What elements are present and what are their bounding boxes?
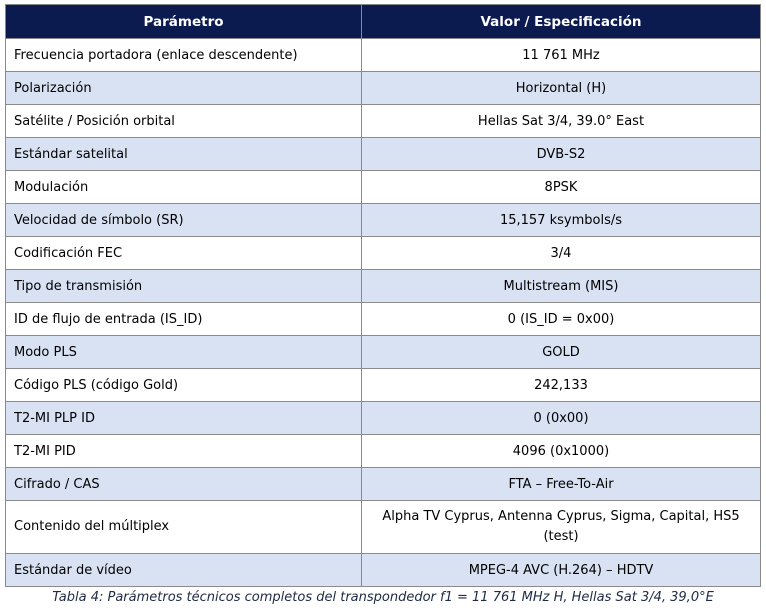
- table-row: Cifrado / CAS FTA – Free-To-Air: [5, 467, 761, 501]
- value-cell: Alpha TV Cyprus, Antenna Cyprus, Sigma, …: [361, 500, 761, 554]
- table-row: Codificación FEC 3/4: [5, 236, 761, 270]
- table-row: Código PLS (código Gold) 242,133: [5, 368, 761, 402]
- parameter-cell: Frecuencia portadora (enlace descendente…: [5, 38, 362, 72]
- value-cell: FTA – Free-To-Air: [361, 467, 761, 501]
- table-row: Frecuencia portadora (enlace descendente…: [5, 38, 761, 72]
- table-row: ID de flujo de entrada (IS_ID) 0 (IS_ID =…: [5, 302, 761, 336]
- value-cell: Multistream (MIS): [361, 269, 761, 303]
- parameter-cell: Contenido del múltiplex: [5, 500, 362, 554]
- value-cell: 242,133: [361, 368, 761, 402]
- table-row: Tipo de transmisión Multistream (MIS): [5, 269, 761, 303]
- parameter-cell: Cifrado / CAS: [5, 467, 362, 501]
- value-cell: DVB-S2: [361, 137, 761, 171]
- table-row: Velocidad de símbolo (SR) 15,157 ksymbols…: [5, 203, 761, 237]
- table-header-row: Parámetro Valor / Especificación: [5, 4, 761, 39]
- table-row: Estándar satelital DVB-S2: [5, 137, 761, 171]
- value-cell: 3/4: [361, 236, 761, 270]
- parameter-cell: Modulación: [5, 170, 362, 204]
- table-caption: Tabla 4: Parámetros técnicos completos d…: [52, 590, 714, 605]
- header-parameter: Parámetro: [5, 4, 362, 39]
- table-row: Polarización Horizontal (H): [5, 71, 761, 105]
- parameter-cell: Tipo de transmisión: [5, 269, 362, 303]
- parameter-cell: Codificación FEC: [5, 236, 362, 270]
- value-cell: 8PSK: [361, 170, 761, 204]
- table-row: T2-MI PLP ID 0 (0x00): [5, 401, 761, 435]
- table-row: Satélite / Posición orbital Hellas Sat 3/…: [5, 104, 761, 138]
- table-row: T2-MI PID 4096 (0x1000): [5, 434, 761, 468]
- value-cell: 0 (IS_ID = 0x00): [361, 302, 761, 336]
- table-row: Modo PLS GOLD: [5, 335, 761, 369]
- value-cell: 15,157 ksymbols/s: [361, 203, 761, 237]
- value-cell: 4096 (0x1000): [361, 434, 761, 468]
- parameters-table: Parámetro Valor / Especificación Frecuen…: [5, 4, 761, 587]
- value-cell: Horizontal (H): [361, 71, 761, 105]
- value-cell: MPEG-4 AVC (H.264) – HDTV: [361, 553, 761, 587]
- value-cell: Hellas Sat 3/4, 39.0° East: [361, 104, 761, 138]
- parameter-cell: ID de flujo de entrada (IS_ID): [5, 302, 362, 336]
- table-row: Estándar de vídeo MPEG-4 AVC (H.264) – HD…: [5, 553, 761, 587]
- table-row: Modulación 8PSK: [5, 170, 761, 204]
- parameter-cell: Código PLS (código Gold): [5, 368, 362, 402]
- parameter-cell: Modo PLS: [5, 335, 362, 369]
- value-cell: 0 (0x00): [361, 401, 761, 435]
- header-value: Valor / Especificación: [361, 4, 761, 39]
- parameter-cell: T2-MI PID: [5, 434, 362, 468]
- parameter-cell: T2-MI PLP ID: [5, 401, 362, 435]
- table-row: Contenido del múltiplex Alpha TV Cyprus, …: [5, 500, 761, 554]
- parameter-cell: Satélite / Posición orbital: [5, 104, 362, 138]
- value-cell: 11 761 MHz: [361, 38, 761, 72]
- parameter-cell: Polarización: [5, 71, 362, 105]
- parameter-cell: Velocidad de símbolo (SR): [5, 203, 362, 237]
- value-cell: GOLD: [361, 335, 761, 369]
- parameter-cell: Estándar de vídeo: [5, 553, 362, 587]
- parameter-cell: Estándar satelital: [5, 137, 362, 171]
